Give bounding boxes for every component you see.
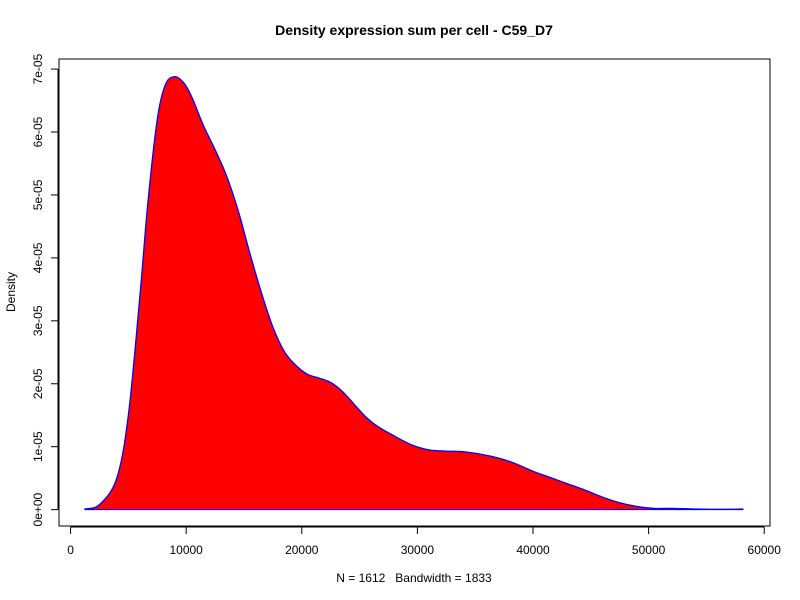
x-tick-label: 40000 xyxy=(516,543,550,557)
plot-area xyxy=(84,75,744,511)
chart-title: Density expression sum per cell - C59_D7 xyxy=(275,22,553,38)
x-tick-label: 20000 xyxy=(285,543,319,557)
density-curve-line xyxy=(84,75,744,510)
y-tick-label: 2e-05 xyxy=(31,368,45,399)
y-tick-label: 6e-05 xyxy=(31,116,45,147)
y-tick-label: 1e-05 xyxy=(31,431,45,462)
x-tick-label: 0 xyxy=(67,543,74,557)
x-tick-label: 60000 xyxy=(748,543,782,557)
y-tick-label: 4e-05 xyxy=(31,242,45,273)
x-axis-label: N = 1612 Bandwidth = 1833 xyxy=(336,571,492,585)
x-tick-label: 50000 xyxy=(632,543,666,557)
y-tick-label: 5e-05 xyxy=(31,179,45,210)
plot-border xyxy=(58,58,771,527)
y-tick-label: 0e+00 xyxy=(31,492,45,526)
y-tick-label: 7e-05 xyxy=(31,53,45,84)
y-axis: 0e+00 1e-05 2e-05 3e-05 4e-05 5e-05 6e-05 7e-05 xyxy=(31,53,59,526)
x-axis: 0 10000 20000 30000 40000 50000 60000 xyxy=(67,526,782,557)
x-tick-label: 10000 xyxy=(169,543,203,557)
x-tick-label: 30000 xyxy=(401,543,435,557)
y-tick-label: 3e-05 xyxy=(31,305,45,336)
y-axis-label: Density xyxy=(4,272,18,312)
density-area-fill xyxy=(84,76,744,510)
